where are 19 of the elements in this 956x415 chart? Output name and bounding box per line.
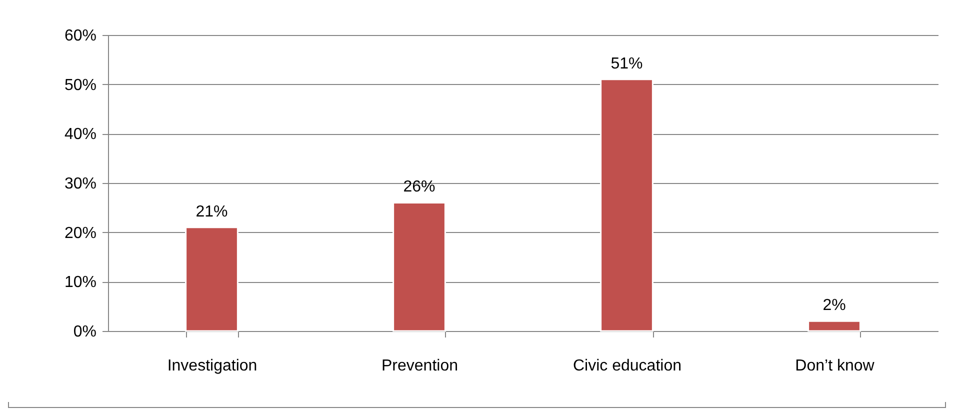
y-tick-label: 20%: [64, 224, 96, 242]
y-tick-label: 30%: [64, 176, 96, 192]
bar: [808, 320, 861, 332]
data-label: 51%: [610, 55, 643, 72]
x-tick-label: Civic education: [573, 358, 682, 374]
x-tick-label: Prevention: [382, 358, 458, 374]
y-tick-label: 50%: [64, 76, 96, 94]
y-tick-label: 60%: [64, 28, 96, 44]
y-tick-label: 40%: [64, 126, 96, 144]
bar: [392, 202, 446, 332]
x-tick-label: Don’t know: [795, 358, 875, 374]
y-tick-label: 10%: [64, 274, 96, 292]
y-tick-label: 0%: [73, 324, 96, 340]
bar: [185, 226, 238, 332]
data-label: 26%: [403, 178, 436, 196]
x-tick-label: Investigation: [167, 358, 258, 374]
bar: [600, 78, 654, 332]
data-label: 2%: [822, 297, 846, 314]
data-label: 21%: [196, 203, 228, 220]
